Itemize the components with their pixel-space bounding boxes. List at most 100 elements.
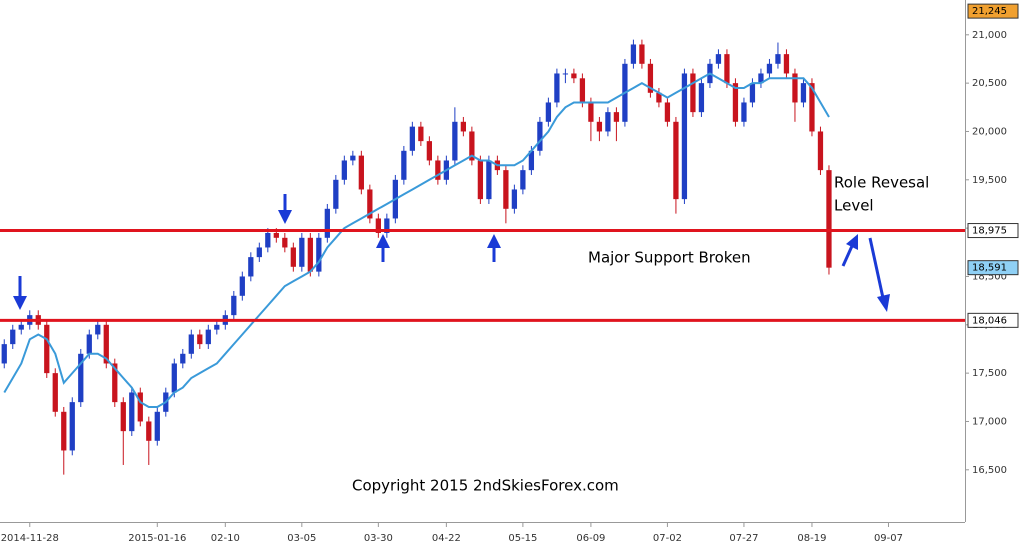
candle-body: [146, 421, 152, 441]
candle-body: [520, 170, 526, 190]
candle-body: [477, 160, 484, 200]
candle-body: [18, 324, 24, 330]
candle-body: [826, 170, 832, 268]
candle-body: [528, 150, 535, 171]
y-tick-label: 19,500: [972, 175, 1007, 186]
candle-body: [103, 324, 109, 364]
candle-body: [579, 78, 586, 103]
candle-body: [180, 353, 186, 364]
candle-body: [333, 179, 339, 209]
x-tick-label: 07-27: [729, 533, 758, 544]
candle-body: [545, 102, 552, 122]
candle-body: [52, 373, 58, 412]
candle-body: [197, 334, 203, 345]
candle-body: [137, 392, 143, 422]
candle-body: [231, 295, 237, 316]
candle-body: [290, 247, 296, 267]
arrow-head: [13, 296, 27, 310]
moving-average: [3, 72, 830, 408]
candle-body: [511, 189, 518, 209]
candle-body: [800, 83, 807, 103]
y-tick-label: 17,500: [972, 368, 1007, 379]
x-tick-label: 05-15: [508, 533, 537, 544]
candle-body: [299, 237, 305, 267]
candle-body: [741, 102, 747, 122]
candle-body: [571, 73, 577, 79]
candle-body: [775, 54, 781, 64]
candle-body: [681, 73, 688, 200]
price-marker-label: 18,975: [972, 226, 1007, 237]
arrow-head: [487, 234, 501, 248]
annotation: Copyright 2015 2ndSkiesForex.com: [352, 477, 619, 495]
price-marker-label: 21,245: [972, 6, 1007, 17]
candle-body: [809, 83, 815, 132]
arrow-head: [877, 294, 890, 312]
candle-body: [129, 392, 135, 432]
candle-body: [341, 160, 347, 180]
candle-body: [358, 155, 364, 190]
candle-body: [205, 329, 211, 345]
candle-body: [273, 232, 279, 238]
candle-body: [554, 73, 560, 103]
candle-body: [426, 141, 432, 161]
y-tick-label: 17,000: [972, 416, 1007, 427]
candle-body: [562, 73, 569, 75]
candle-body: [324, 208, 330, 238]
candle-body: [537, 121, 543, 151]
candle-body: [724, 54, 730, 84]
candle-body: [758, 73, 764, 84]
candle-body: [460, 121, 467, 132]
x-tick-label: 08-19: [797, 533, 826, 544]
plot-area: [1, 39, 832, 475]
candle-body: [639, 44, 645, 64]
candle-body: [486, 160, 492, 200]
candle-body: [214, 324, 220, 330]
candle-body: [647, 63, 654, 93]
candle-body: [188, 334, 194, 354]
x-tick-label: 02-10: [211, 533, 240, 544]
candle-body: [78, 353, 84, 403]
candle-body: [766, 63, 773, 74]
candle-body: [452, 121, 458, 161]
y-tick-label: 20,500: [972, 78, 1007, 89]
candle-body: [749, 83, 756, 103]
candle-body: [384, 218, 390, 233]
candle-body: [715, 54, 722, 64]
x-tick-label: 2015-01-16: [128, 533, 186, 544]
arrow-head: [376, 234, 390, 248]
candle-body: [248, 257, 254, 277]
candle-body: [120, 402, 126, 432]
candle-body: [316, 237, 322, 272]
candle-body: [690, 73, 696, 113]
price-marker-label: 18,046: [972, 315, 1007, 326]
candle-body: [605, 112, 611, 132]
x-tick-label: 04-22: [432, 533, 461, 544]
y-tick-label: 16,500: [972, 465, 1007, 476]
candle-body: [792, 73, 798, 103]
x-tick-label: 03-05: [287, 533, 316, 544]
price-marker: [967, 260, 1019, 276]
candle-body: [86, 334, 92, 354]
arrows: [13, 194, 890, 312]
candle-body: [664, 102, 671, 122]
candle-body: [1, 344, 7, 364]
candle-body: [409, 126, 415, 151]
candle-body: [265, 232, 271, 248]
y-tick-label: 21,000: [972, 30, 1007, 41]
price-marker: [967, 312, 1019, 328]
y-tick-label: 20,000: [972, 126, 1007, 137]
candle-body: [503, 170, 509, 209]
candle-body: [418, 126, 424, 142]
arrow-head: [278, 210, 292, 224]
candle-body: [350, 155, 356, 161]
candle-body: [435, 160, 441, 180]
annotation: Level: [834, 197, 874, 215]
candle-body: [673, 121, 679, 200]
candle-body: [256, 247, 262, 258]
candle-body: [171, 363, 177, 393]
x-tick-label: 09-07: [874, 533, 903, 544]
candle-body: [367, 189, 373, 219]
annotation: Major Support Broken: [588, 249, 751, 267]
